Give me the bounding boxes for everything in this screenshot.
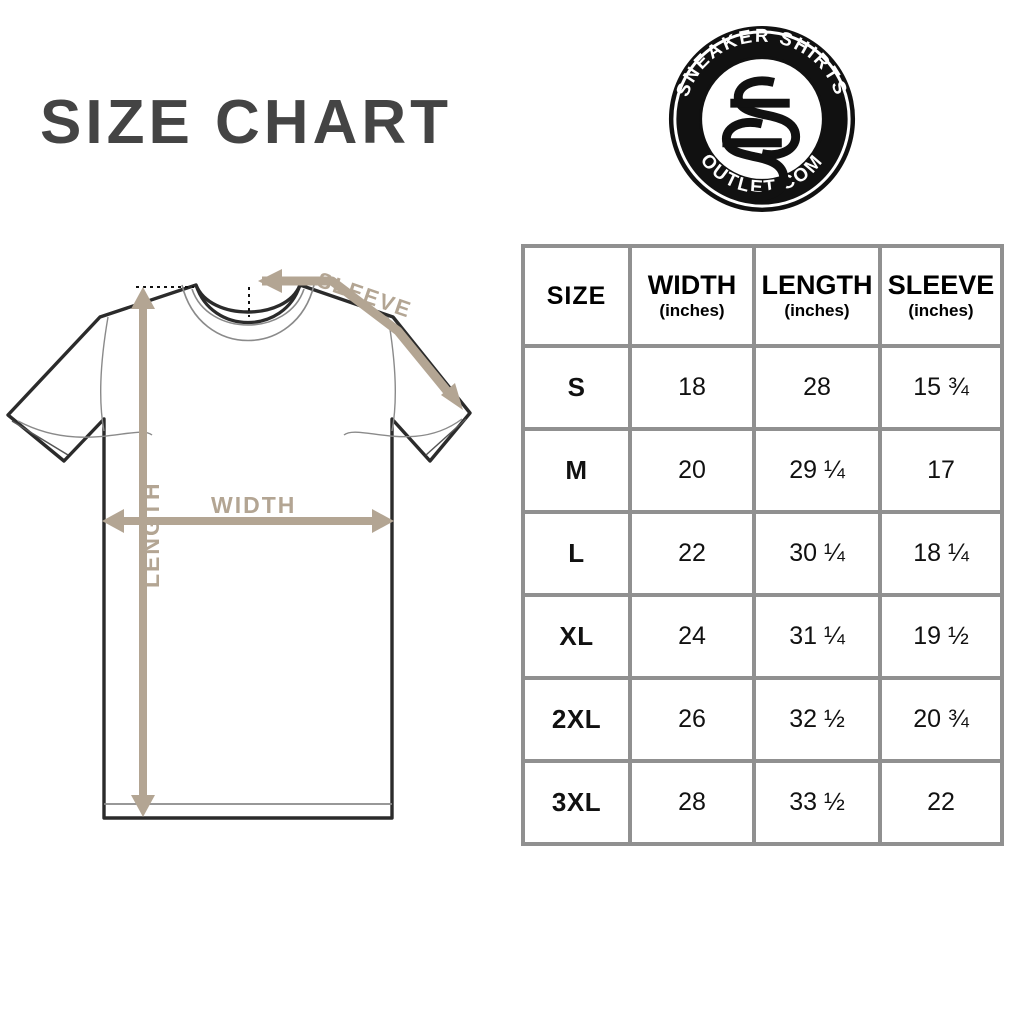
cell-size: L	[521, 510, 632, 597]
table-row: M 20 29 ¼ 17	[521, 427, 1004, 514]
width-dimension-label: WIDTH	[211, 492, 297, 518]
cell-size: XL	[521, 593, 632, 680]
column-header-sleeve-unit: (inches)	[908, 301, 974, 320]
cell-width: 20	[628, 427, 756, 514]
page-title: SIZE CHART	[40, 88, 452, 157]
table-row: 2XL 26 32 ½ 20 ¾	[521, 676, 1004, 763]
cell-width: 28	[628, 759, 756, 846]
column-header-sleeve-label: SLEEVE	[887, 270, 995, 300]
column-header-sleeve: SLEEVE (inches)	[878, 244, 1004, 348]
size-table: SIZE WIDTH (inches) LENGTH (inches) SLEE…	[521, 244, 1004, 846]
tshirt-diagram	[0, 255, 510, 845]
table-row: XL 24 31 ¼ 19 ½	[521, 593, 1004, 680]
column-header-size-label: SIZE	[546, 282, 607, 310]
cell-sleeve: 17	[878, 427, 1004, 514]
column-header-width-unit: (inches)	[659, 301, 725, 320]
cell-sleeve: 19 ½	[878, 593, 1004, 680]
table-header: SIZE WIDTH (inches) LENGTH (inches) SLEE…	[521, 244, 1004, 348]
cell-width: 22	[628, 510, 756, 597]
cell-width: 24	[628, 593, 756, 680]
cell-length: 29 ¼	[752, 427, 882, 514]
table-row: 3XL 28 33 ½ 22	[521, 759, 1004, 846]
cell-size: S	[521, 344, 632, 431]
cell-sleeve: 15 ¾	[878, 344, 1004, 431]
cell-length: 33 ½	[752, 759, 882, 846]
cell-width: 18	[628, 344, 756, 431]
column-header-length-label: LENGTH	[761, 270, 873, 300]
table-row: S 18 28 15 ¾	[521, 344, 1004, 431]
column-header-width-label: WIDTH	[647, 270, 737, 300]
table-body: S 18 28 15 ¾ M 20 29 ¼ 17 L 22 30 ¼ 18 ¼	[521, 344, 1004, 846]
cell-sleeve: 20 ¾	[878, 676, 1004, 763]
column-header-size: SIZE	[521, 244, 632, 348]
column-header-length: LENGTH (inches)	[752, 244, 882, 348]
column-header-length-unit: (inches)	[784, 301, 850, 320]
cell-size: 3XL	[521, 759, 632, 846]
cell-sleeve: 18 ¼	[878, 510, 1004, 597]
cell-length: 32 ½	[752, 676, 882, 763]
cell-length: 28	[752, 344, 882, 431]
brand-logo: SNEAKER SHIRTS OUTLET.COM	[663, 20, 861, 218]
column-header-width: WIDTH (inches)	[628, 244, 756, 348]
length-dimension-label: LENGTH	[138, 481, 164, 588]
cell-size: M	[521, 427, 632, 514]
cell-size: 2XL	[521, 676, 632, 763]
cell-width: 26	[628, 676, 756, 763]
cell-sleeve: 22	[878, 759, 1004, 846]
cell-length: 30 ¼	[752, 510, 882, 597]
cell-length: 31 ¼	[752, 593, 882, 680]
table-header-row: SIZE WIDTH (inches) LENGTH (inches) SLEE…	[521, 244, 1004, 348]
size-table-container: SIZE WIDTH (inches) LENGTH (inches) SLEE…	[521, 244, 1004, 846]
table-row: L 22 30 ¼ 18 ¼	[521, 510, 1004, 597]
